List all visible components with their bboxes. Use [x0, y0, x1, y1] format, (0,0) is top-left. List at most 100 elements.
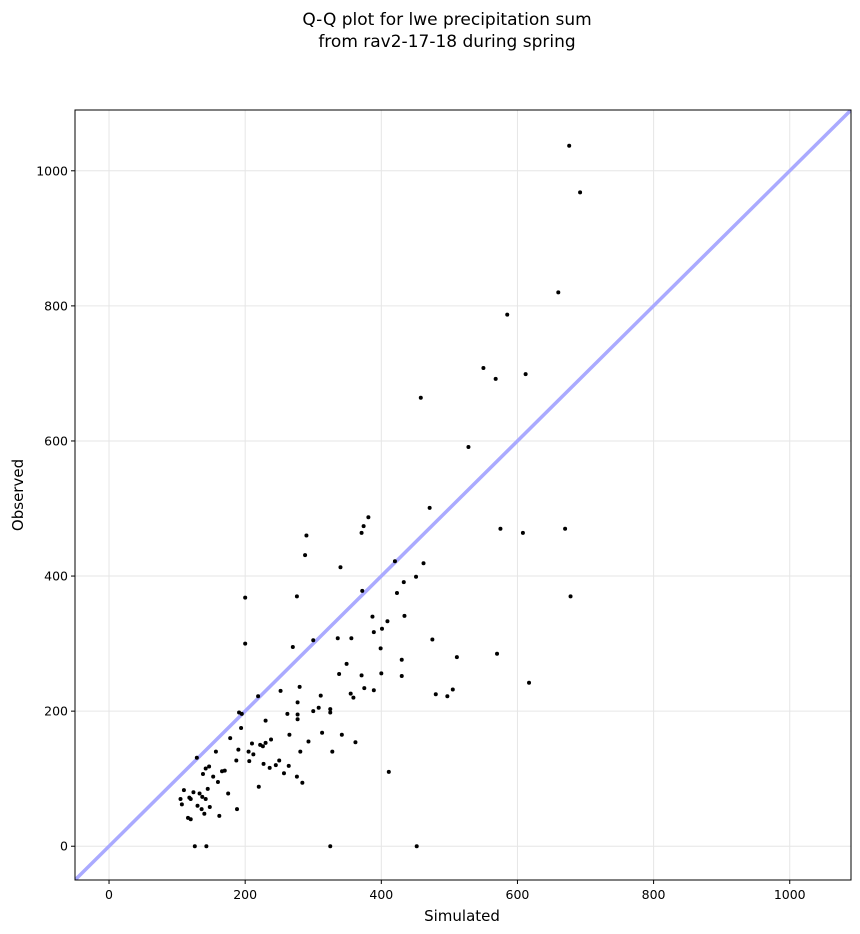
data-point — [277, 758, 282, 763]
data-point — [414, 844, 419, 849]
data-point — [523, 372, 528, 377]
chart-title-line-1: Q-Q plot for lwe precipitation sum — [302, 10, 591, 30]
data-point — [300, 780, 305, 785]
data-point — [399, 657, 404, 662]
data-point — [207, 805, 212, 810]
data-point — [295, 717, 300, 722]
reference-line-group — [75, 110, 851, 880]
reference-line — [75, 110, 851, 880]
data-point — [445, 694, 450, 699]
y-tick-label: 400 — [44, 569, 68, 584]
data-point — [263, 718, 268, 723]
y-tick-label: 600 — [44, 433, 68, 448]
data-point — [371, 630, 376, 635]
data-point — [328, 710, 333, 715]
data-point — [239, 711, 244, 716]
data-point — [567, 143, 572, 148]
data-point — [246, 749, 251, 754]
data-point — [335, 636, 340, 641]
data-point — [306, 739, 311, 744]
data-point — [348, 691, 353, 696]
data-point — [392, 559, 397, 564]
data-point — [199, 807, 204, 812]
data-point — [430, 637, 435, 642]
data-point — [215, 780, 220, 785]
y-axis-label: Observed — [9, 459, 27, 531]
data-point — [385, 619, 390, 624]
data-point — [187, 795, 192, 800]
data-point — [371, 688, 376, 693]
data-point — [179, 802, 184, 807]
data-point — [495, 651, 500, 656]
data-point — [202, 811, 207, 816]
data-point — [418, 395, 423, 400]
y-tick-label: 1000 — [36, 163, 68, 178]
x-tick-label: 200 — [233, 887, 257, 902]
data-point — [556, 290, 561, 295]
data-point — [481, 366, 486, 371]
data-point — [197, 791, 202, 796]
data-point — [207, 764, 212, 769]
data-point — [243, 595, 248, 600]
data-point — [295, 700, 300, 705]
data-point — [261, 761, 266, 766]
data-point — [294, 774, 299, 779]
data-point — [267, 765, 272, 770]
data-point — [349, 636, 354, 641]
data-point — [213, 749, 218, 754]
x-tick-label: 600 — [506, 887, 530, 902]
data-point — [328, 707, 333, 712]
data-point — [217, 813, 222, 818]
data-point — [454, 655, 459, 660]
x-tick-label: 1000 — [774, 887, 806, 902]
data-point — [281, 771, 286, 776]
data-point — [386, 769, 391, 774]
data-point — [303, 553, 308, 558]
data-point — [234, 758, 239, 763]
data-point — [226, 791, 231, 796]
data-point — [285, 711, 290, 716]
data-point — [203, 796, 208, 801]
chart-title-line-2: from rav2-17-18 during spring — [318, 32, 575, 52]
data-point — [339, 732, 344, 737]
data-point — [366, 515, 371, 520]
data-point — [256, 694, 261, 699]
data-point — [414, 574, 419, 579]
data-point — [401, 580, 406, 585]
data-point — [351, 695, 356, 700]
data-point — [433, 692, 438, 697]
data-point — [200, 771, 205, 776]
data-point — [251, 752, 256, 757]
data-point — [249, 741, 254, 746]
data-point — [205, 786, 210, 791]
data-point — [181, 788, 186, 793]
data-point — [220, 769, 225, 774]
data-point — [318, 693, 323, 698]
data-point — [361, 524, 366, 529]
grid-lines — [75, 110, 851, 880]
data-point — [235, 807, 240, 812]
axis-ticks: 0 200 400 600 800 1000 0 200 400 600 800 1000 — [36, 163, 806, 902]
data-point — [493, 376, 498, 381]
data-point — [247, 759, 252, 764]
data-point — [360, 588, 365, 593]
data-point — [298, 749, 303, 754]
data-point — [204, 844, 209, 849]
data-point — [527, 680, 532, 685]
y-tick-label: 200 — [44, 704, 68, 719]
data-point — [256, 784, 261, 789]
plot-frame — [74, 109, 852, 881]
data-point — [304, 533, 309, 538]
data-point — [379, 626, 384, 631]
data-point — [359, 530, 364, 535]
data-point — [200, 794, 205, 799]
x-tick-label: 0 — [105, 887, 113, 902]
data-point — [260, 744, 265, 749]
data-point — [278, 688, 283, 693]
data-point — [311, 638, 316, 643]
data-point — [578, 190, 583, 195]
data-point — [295, 712, 300, 717]
data-point — [316, 705, 321, 710]
data-point — [344, 661, 349, 666]
